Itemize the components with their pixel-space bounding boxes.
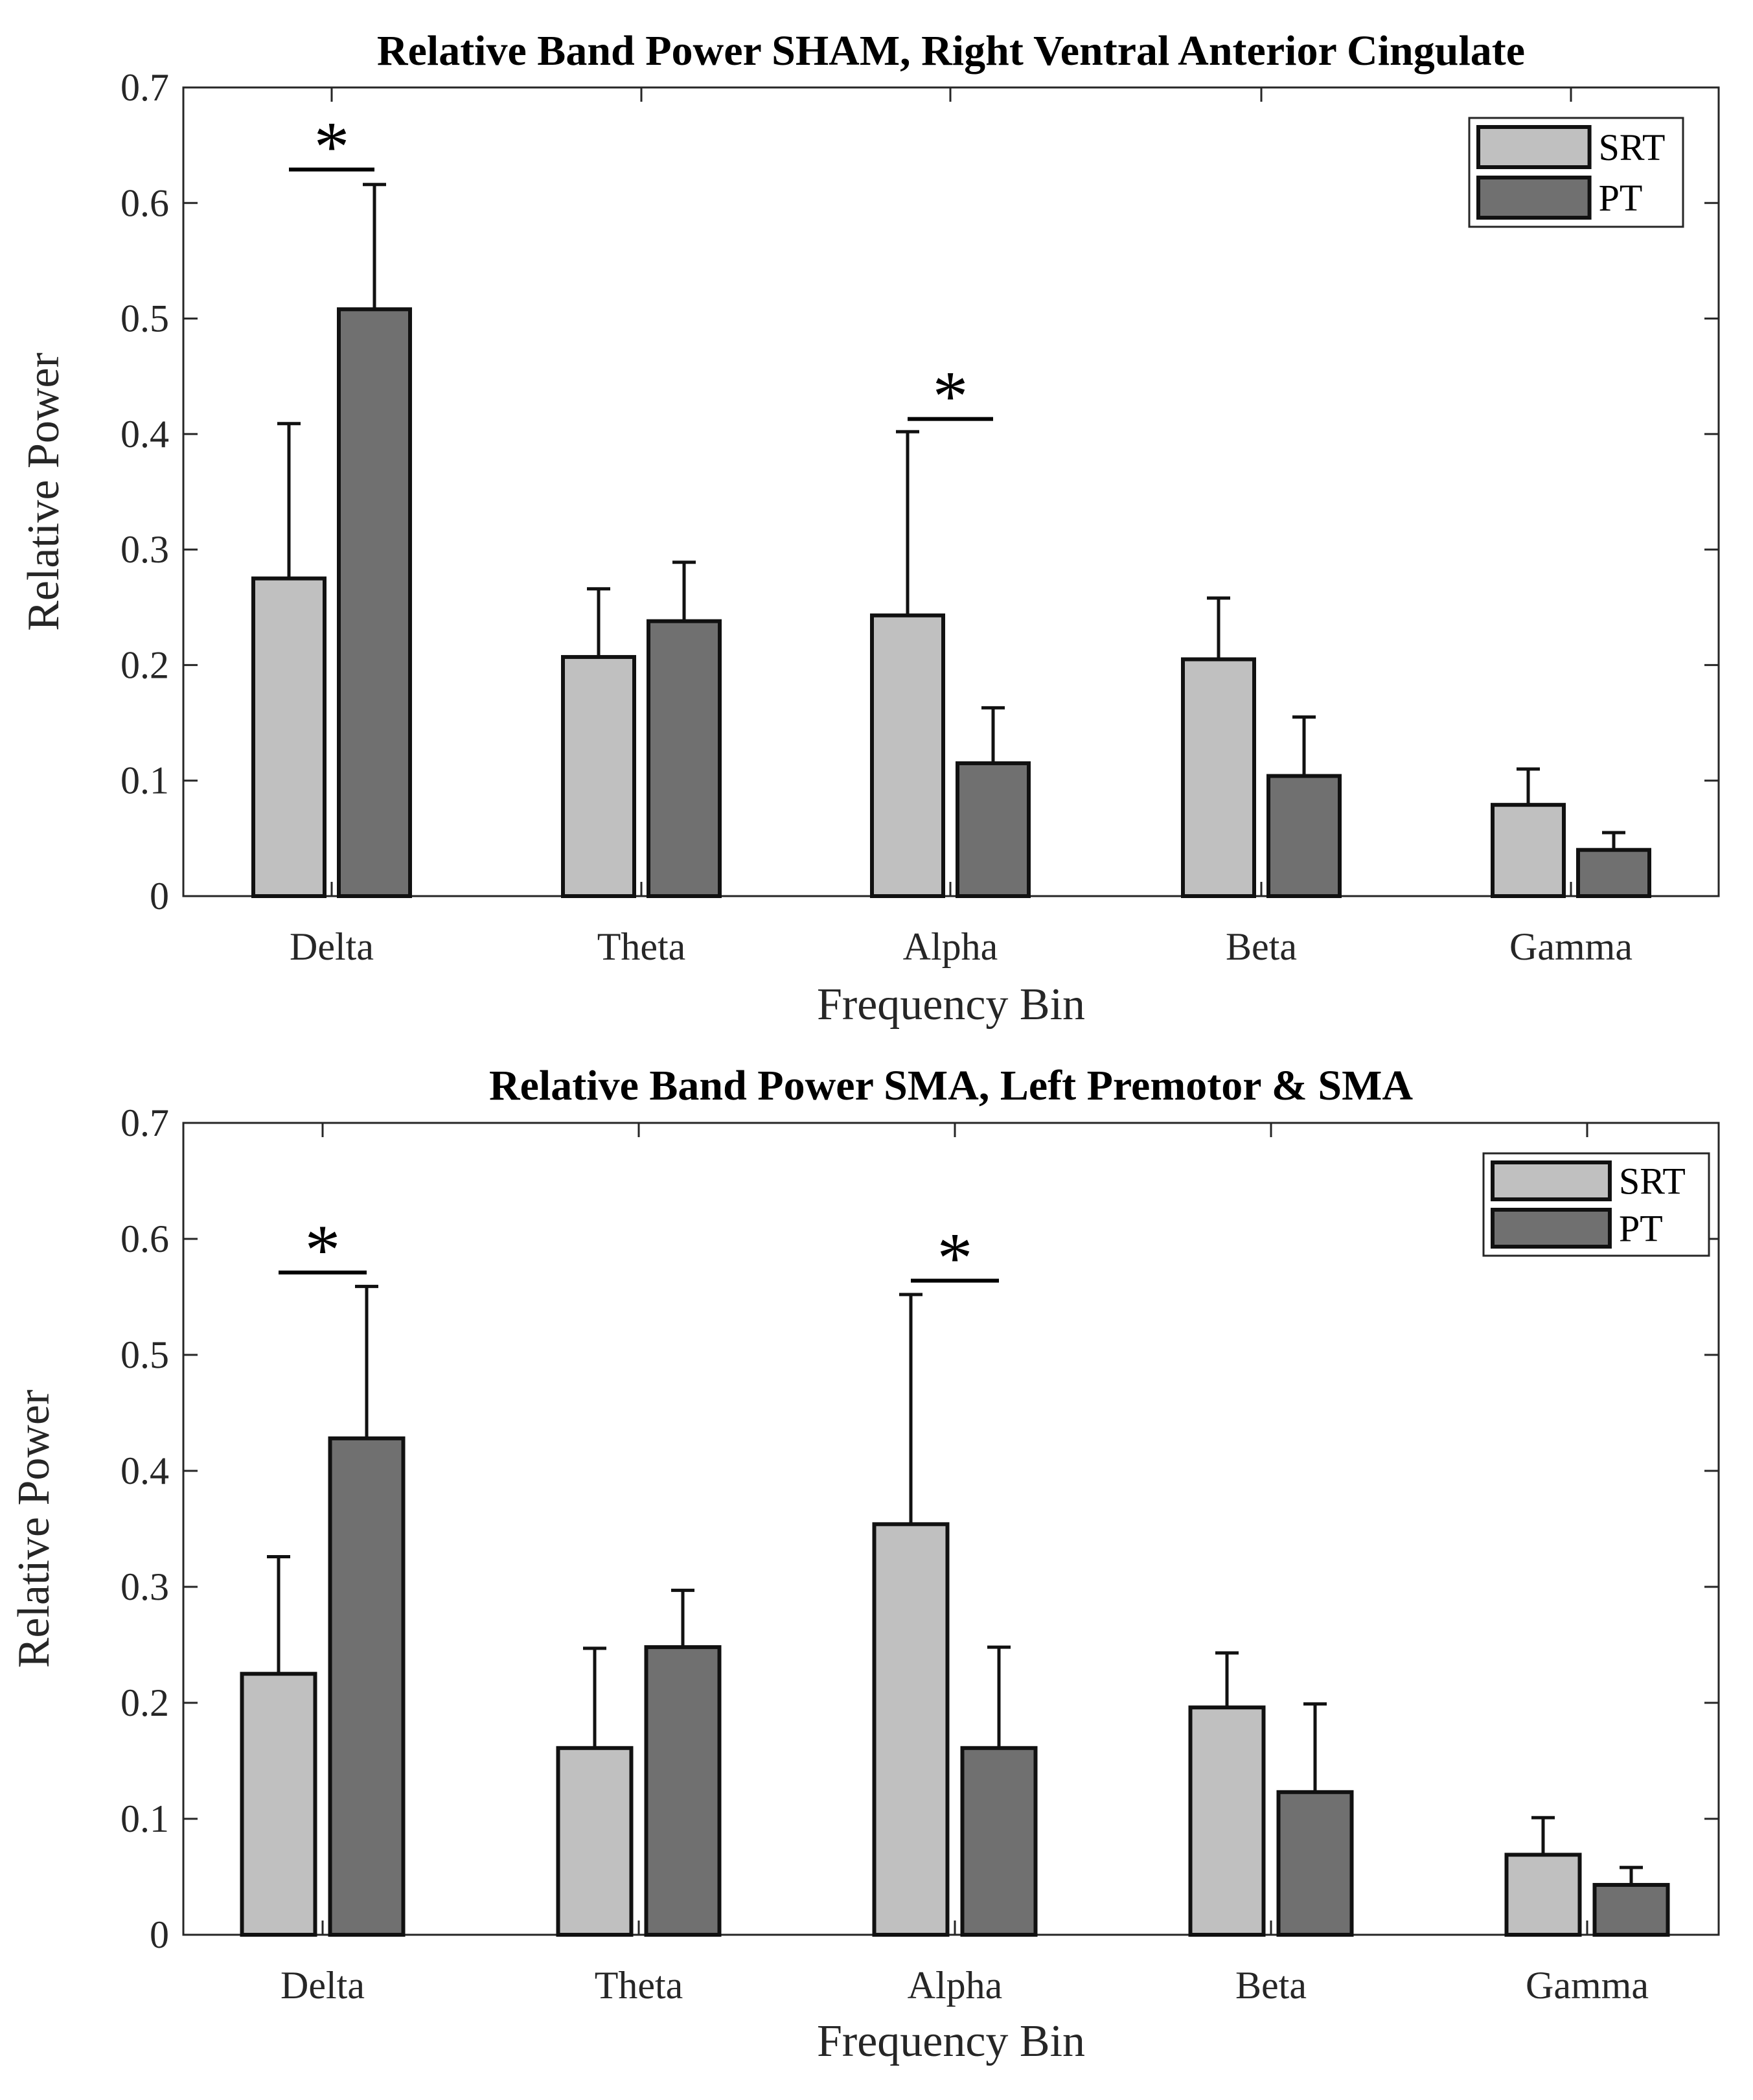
y-tick-label: 0.4 bbox=[120, 413, 169, 456]
x-tick-label: Alpha bbox=[903, 925, 998, 968]
y-tick-label: 0.1 bbox=[120, 1797, 169, 1840]
x-tick-label: Beta bbox=[1226, 925, 1297, 968]
chart-panel-1: Relative Band Power SHAM, Right Ventral … bbox=[19, 27, 1720, 1030]
bar-srt-beta bbox=[1188, 1705, 1266, 1937]
legend-swatch-srt bbox=[1491, 1160, 1612, 1201]
y-tick-label: 0.5 bbox=[120, 1333, 169, 1376]
legend-label-srt: SRT bbox=[1619, 1160, 1686, 1203]
y-tick-label: 0.6 bbox=[120, 181, 169, 224]
legend-swatch-pt bbox=[1491, 1208, 1612, 1249]
y-tick-label: 0.4 bbox=[120, 1449, 169, 1492]
x-tick-label: Beta bbox=[1235, 1964, 1307, 2007]
bar-pt-beta bbox=[1276, 1790, 1354, 1937]
bar-srt-beta bbox=[1181, 657, 1256, 898]
legend-swatch-srt bbox=[1476, 125, 1592, 169]
x-axis-label: Frequency Bin bbox=[817, 2016, 1085, 2066]
bar-srt-alpha bbox=[870, 613, 945, 898]
bar-srt-delta bbox=[240, 1672, 317, 1937]
significance-asterisk: * bbox=[937, 1218, 973, 1297]
bar-srt-gamma bbox=[1491, 803, 1566, 899]
chart-title: Relative Band Power SHAM, Right Ventral … bbox=[377, 27, 1525, 75]
y-axis-label: Relative Power bbox=[9, 1390, 59, 1668]
y-axis-label: Relative Power bbox=[19, 352, 69, 631]
bar-srt-alpha bbox=[872, 1522, 950, 1937]
y-tick-label: 0.5 bbox=[120, 297, 169, 340]
bar-pt-gamma bbox=[1592, 1883, 1670, 1937]
bar-pt-delta bbox=[328, 1436, 406, 1937]
bar-pt-delta bbox=[337, 307, 412, 898]
legend-label-pt: PT bbox=[1599, 177, 1643, 219]
bar-pt-alpha bbox=[956, 761, 1031, 898]
legend: SRT PT bbox=[1482, 1152, 1710, 1257]
chart-title: Relative Band Power SMA, Left Premotor &… bbox=[489, 1062, 1413, 1109]
bar-pt-theta bbox=[647, 619, 722, 898]
bar-pt-beta bbox=[1266, 774, 1342, 899]
x-tick-label: Theta bbox=[597, 925, 686, 968]
y-tick-label: 0.3 bbox=[120, 528, 169, 571]
x-tick-label: Alpha bbox=[908, 1964, 1003, 2007]
bar-srt-theta bbox=[561, 654, 636, 898]
x-axis-label: Frequency Bin bbox=[817, 980, 1085, 1030]
chart-panel-2: Relative Band Power SMA, Left Premotor &… bbox=[9, 1062, 1720, 2066]
y-tick-label: 0.2 bbox=[120, 643, 169, 686]
bar-pt-gamma bbox=[1576, 848, 1651, 898]
plot-area-frame bbox=[182, 1122, 1720, 1936]
significance-asterisk: * bbox=[305, 1210, 341, 1289]
y-tick-label: 0.3 bbox=[120, 1565, 169, 1608]
bar-srt-delta bbox=[251, 576, 327, 898]
bar-pt-theta bbox=[644, 1645, 722, 1937]
legend-label-pt: PT bbox=[1619, 1208, 1663, 1250]
legend-swatch-pt bbox=[1476, 176, 1592, 220]
y-tick-label: 0.6 bbox=[120, 1217, 169, 1260]
x-tick-label: Gamma bbox=[1509, 925, 1633, 968]
bar-srt-gamma bbox=[1504, 1852, 1582, 1937]
legend-label-srt: SRT bbox=[1599, 126, 1666, 168]
y-tick-label: 0.2 bbox=[120, 1681, 169, 1724]
y-tick-label: 0.7 bbox=[120, 66, 169, 109]
x-tick-label: Theta bbox=[595, 1964, 683, 2007]
significance-asterisk: * bbox=[314, 108, 350, 187]
y-tick-label: 0.1 bbox=[120, 759, 169, 802]
y-tick-label: 0 bbox=[150, 875, 169, 917]
x-tick-label: Delta bbox=[290, 925, 374, 968]
bar-pt-alpha bbox=[960, 1746, 1038, 1937]
x-tick-label: Gamma bbox=[1526, 1964, 1649, 2007]
x-tick-label: Delta bbox=[281, 1964, 365, 2007]
legend: SRT PT bbox=[1468, 117, 1684, 228]
significance-asterisk: * bbox=[933, 357, 968, 436]
y-tick-label: 0.7 bbox=[120, 1102, 169, 1144]
y-tick-label: 0 bbox=[150, 1913, 169, 1956]
bar-srt-theta bbox=[556, 1746, 634, 1937]
